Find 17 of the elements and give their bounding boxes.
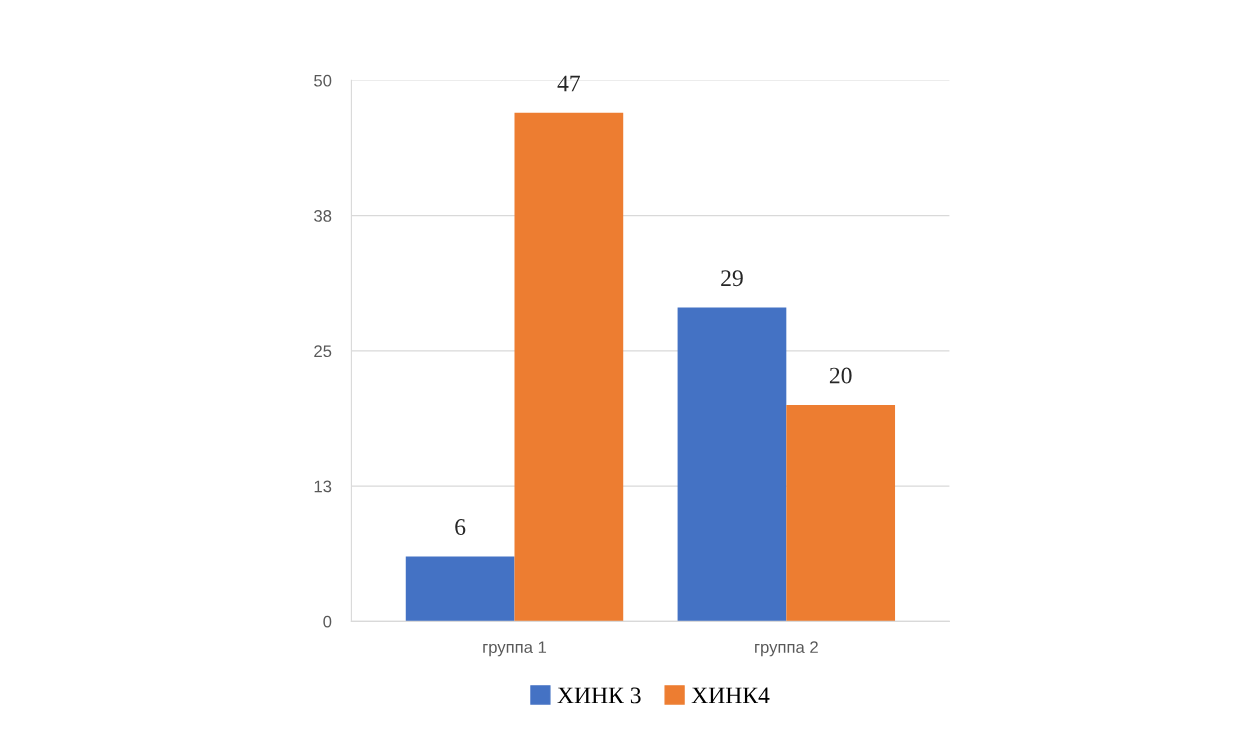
bar bbox=[786, 404, 896, 622]
data-label: 29 bbox=[721, 270, 743, 287]
data-label: 47 bbox=[557, 75, 580, 92]
y-tick-label: 50 bbox=[314, 74, 332, 87]
x-tick-label: группа 1 bbox=[483, 641, 547, 657]
y-tick-label: 0 bbox=[323, 615, 332, 628]
data-label: 6 bbox=[455, 519, 466, 535]
y-tick-label: 38 bbox=[314, 210, 332, 222]
bar bbox=[514, 112, 624, 622]
legend-label: ХИНК 3 bbox=[557, 687, 641, 704]
legend-label: ХИНК4 bbox=[691, 687, 770, 704]
data-label: 20 bbox=[829, 367, 852, 384]
bar bbox=[405, 556, 515, 622]
x-tick-label: группа 2 bbox=[755, 641, 818, 657]
y-tick-label: 25 bbox=[314, 345, 332, 358]
bar bbox=[677, 307, 787, 622]
y-tick-label: 13 bbox=[314, 480, 332, 493]
